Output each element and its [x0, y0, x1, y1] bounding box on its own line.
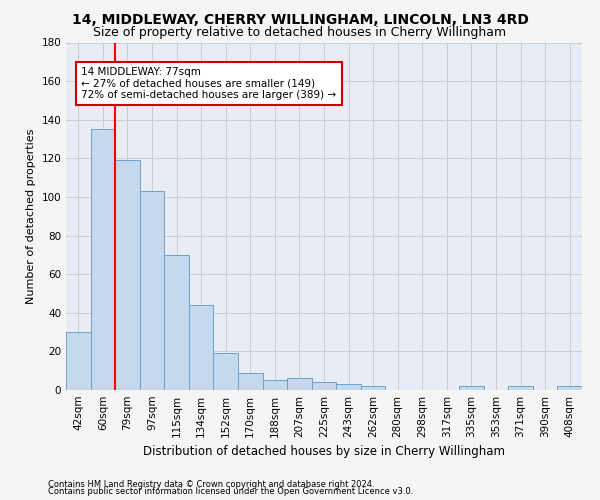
- Bar: [361, 386, 385, 390]
- Bar: [164, 255, 189, 390]
- Bar: [459, 386, 484, 390]
- Text: 14 MIDDLEWAY: 77sqm
← 27% of detached houses are smaller (149)
72% of semi-detac: 14 MIDDLEWAY: 77sqm ← 27% of detached ho…: [82, 67, 337, 100]
- Bar: [140, 191, 164, 390]
- Bar: [66, 332, 91, 390]
- Text: 14, MIDDLEWAY, CHERRY WILLINGHAM, LINCOLN, LN3 4RD: 14, MIDDLEWAY, CHERRY WILLINGHAM, LINCOL…: [71, 12, 529, 26]
- Bar: [312, 382, 336, 390]
- Bar: [263, 380, 287, 390]
- Bar: [189, 305, 214, 390]
- Text: Contains public sector information licensed under the Open Government Licence v3: Contains public sector information licen…: [48, 488, 413, 496]
- Bar: [115, 160, 140, 390]
- Bar: [91, 130, 115, 390]
- X-axis label: Distribution of detached houses by size in Cherry Willingham: Distribution of detached houses by size …: [143, 446, 505, 458]
- Bar: [214, 354, 238, 390]
- Bar: [238, 372, 263, 390]
- Bar: [287, 378, 312, 390]
- Text: Contains HM Land Registry data © Crown copyright and database right 2024.: Contains HM Land Registry data © Crown c…: [48, 480, 374, 489]
- Y-axis label: Number of detached properties: Number of detached properties: [26, 128, 36, 304]
- Bar: [336, 384, 361, 390]
- Bar: [508, 386, 533, 390]
- Text: Size of property relative to detached houses in Cherry Willingham: Size of property relative to detached ho…: [94, 26, 506, 39]
- Bar: [557, 386, 582, 390]
